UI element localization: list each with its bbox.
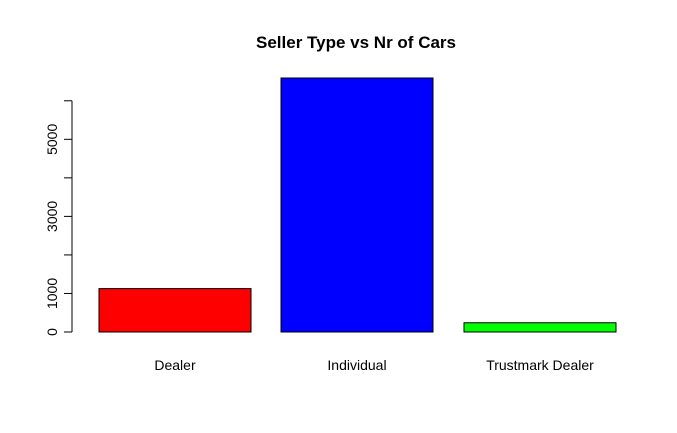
y-tick-label-5000: 5000 [44, 124, 60, 155]
y-tick-label-1000: 1000 [44, 278, 60, 309]
y-axis: 0 1000 3000 5000 [44, 100, 73, 336]
y-tick-label-0: 0 [44, 328, 60, 336]
category-label-dealer: Dealer [154, 357, 196, 373]
y-tick-label-3000: 3000 [44, 201, 60, 232]
bar-dealer [98, 288, 252, 333]
bar-trustmark-dealer [463, 322, 617, 333]
bars-group [98, 77, 617, 333]
category-labels: Dealer Individual Trustmark Dealer [154, 357, 594, 373]
chart-title: Seller Type vs Nr of Cars [256, 33, 456, 52]
category-label-trustmark-dealer: Trustmark Dealer [486, 357, 594, 373]
category-label-individual: Individual [327, 357, 386, 373]
bar-individual [280, 77, 434, 333]
